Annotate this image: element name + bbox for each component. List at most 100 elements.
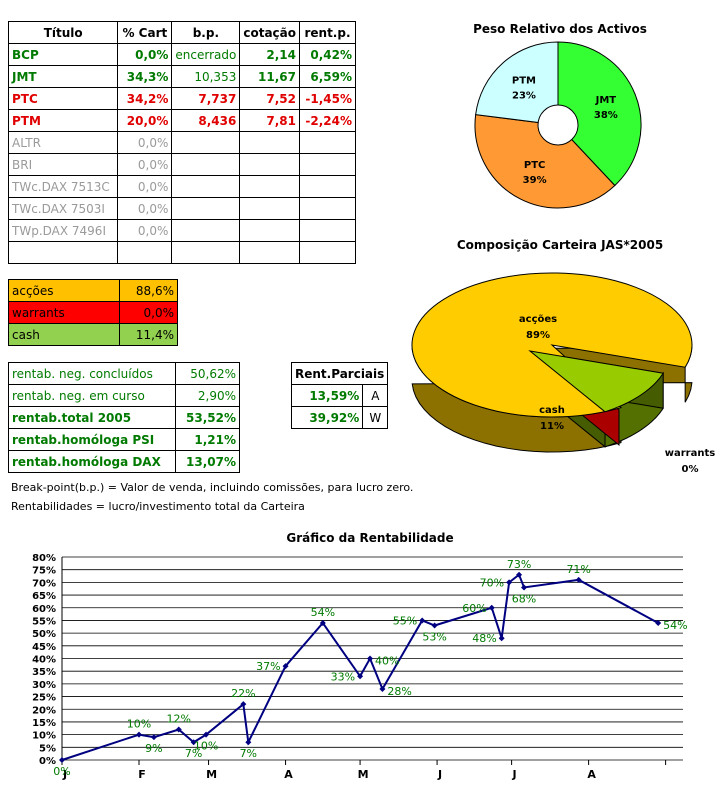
table-row: ALTR 0,0% bbox=[7, 131, 356, 154]
cell-cart: 0,0% bbox=[117, 153, 173, 176]
x-tick-label: M bbox=[206, 768, 217, 781]
cell-cart: 0,0% bbox=[117, 131, 173, 154]
data-label: 68% bbox=[512, 592, 536, 605]
y-tick-label: 30% bbox=[32, 680, 56, 691]
data-label: 33% bbox=[331, 670, 355, 683]
allocation-value: 11,4% bbox=[119, 323, 178, 346]
data-point bbox=[150, 734, 157, 741]
col-header-cotacao: cotação bbox=[239, 21, 300, 44]
partial-returns-body: 13,59% A 39,92% W bbox=[290, 384, 389, 429]
data-label: 10% bbox=[127, 718, 151, 731]
data-label: 9% bbox=[145, 742, 162, 755]
data-point bbox=[575, 576, 582, 583]
pie2-side-cash bbox=[604, 371, 664, 448]
pie1-slice-value: 39% bbox=[523, 175, 547, 186]
cell-title: PTM bbox=[7, 109, 119, 132]
pie2-wall-cash bbox=[529, 349, 606, 448]
y-tick-label: 50% bbox=[32, 629, 56, 640]
cell-title: ALTR bbox=[7, 131, 119, 154]
col-header-rent: rent.p. bbox=[299, 21, 356, 44]
pie2-side-warrants bbox=[543, 347, 620, 447]
partial-code: W bbox=[362, 406, 389, 429]
cell-bp: 7,737 bbox=[171, 87, 241, 110]
cell-cart: 0,0% bbox=[117, 197, 173, 220]
pie2-title: Composição Carteira JAS*2005 bbox=[456, 238, 664, 252]
table-row: PTM 20,0% 8,436 7,81 -2,24% bbox=[7, 109, 356, 132]
allocation-row: warrants 0,0% bbox=[8, 301, 178, 324]
partial-row: 39,92% W bbox=[290, 406, 389, 429]
cell-title: TWc.DAX 7513C bbox=[7, 175, 119, 198]
data-label: 55% bbox=[393, 614, 417, 627]
partial-returns-header: Rent.Parciais bbox=[290, 362, 389, 385]
x-tick-label: F bbox=[138, 768, 146, 781]
data-label: 12% bbox=[167, 713, 191, 726]
data-label: 0% bbox=[53, 765, 70, 778]
col-header-cart: % Cart bbox=[117, 21, 173, 44]
portfolio-table-header: Título % Cart b.p. cotação rent.p. bbox=[7, 21, 356, 44]
y-tick-label: 20% bbox=[32, 705, 56, 716]
returns-row: rentab.total 2005 53,52% bbox=[8, 406, 240, 429]
y-tick-label: 75% bbox=[32, 566, 56, 577]
line-title: Gráfico da Rentabilidade bbox=[286, 531, 454, 545]
data-label: 28% bbox=[387, 685, 411, 698]
cell-cart: 34,2% bbox=[117, 87, 173, 110]
x-tick-label: J bbox=[62, 768, 67, 781]
returns-label: rentab.homóloga DAX bbox=[8, 450, 176, 473]
col-header-title: Título bbox=[7, 21, 119, 44]
table-row bbox=[7, 241, 356, 264]
pie2-side-acções bbox=[411, 347, 693, 453]
cell-rent bbox=[299, 175, 356, 198]
cell-bp bbox=[171, 197, 241, 220]
returns-value: 1,21% bbox=[175, 428, 240, 451]
allocation-value: 0,0% bbox=[119, 301, 178, 324]
cell-title: JMT bbox=[7, 65, 119, 88]
partial-code: A bbox=[362, 384, 389, 407]
data-point bbox=[240, 701, 247, 708]
pie2-slice-label: cash bbox=[539, 405, 565, 416]
returns-table: rentab. neg. concluídos 50,62% rentab. neg… bbox=[8, 362, 240, 473]
pie1-slice-value: 38% bbox=[594, 110, 618, 121]
cell-cotacao bbox=[239, 153, 300, 176]
data-label: 10% bbox=[194, 740, 218, 753]
data-label: 53% bbox=[422, 631, 446, 644]
cell-title: TWc.DAX 7503I bbox=[7, 197, 119, 220]
pie1-slice-label: PTM bbox=[512, 75, 536, 86]
note-rentabilidades: Rentabilidades = lucro/investimento tota… bbox=[11, 500, 305, 513]
allocation-table: acções 88,6% warrants 0,0% cash 11,4% bbox=[8, 279, 178, 346]
cell-cotacao: 7,81 bbox=[239, 109, 300, 132]
returns-value: 2,90% bbox=[175, 384, 240, 407]
y-tick-label: 60% bbox=[32, 604, 56, 615]
data-label: 7% bbox=[185, 747, 202, 760]
y-tick-label: 15% bbox=[32, 718, 56, 729]
cell-rent bbox=[299, 131, 356, 154]
cell-bp bbox=[171, 241, 241, 264]
cell-cart: 0,0% bbox=[117, 175, 173, 198]
allocation-value: 88,6% bbox=[119, 279, 178, 302]
pie1-slice-ptm bbox=[475, 41, 559, 126]
returns-label: rentab. neg. concluídos bbox=[8, 362, 176, 385]
y-tick-label: 10% bbox=[32, 731, 56, 742]
allocation-table-body: acções 88,6% warrants 0,0% cash 11,4% bbox=[8, 279, 178, 346]
cell-rent: -1,45% bbox=[299, 87, 356, 110]
data-point bbox=[431, 622, 438, 629]
cell-cotacao bbox=[239, 175, 300, 198]
partial-returns-header-row: Rent.Parciais bbox=[290, 362, 389, 385]
cell-cotacao: 7,52 bbox=[239, 87, 300, 110]
data-label: 54% bbox=[311, 606, 335, 619]
data-label: 7% bbox=[240, 747, 257, 760]
returns-value: 50,62% bbox=[175, 362, 240, 385]
cell-title: PTC bbox=[7, 87, 119, 110]
cell-cotacao bbox=[239, 241, 300, 264]
pie1-slice-value: 23% bbox=[512, 90, 536, 101]
cell-cotacao bbox=[239, 219, 300, 242]
allocation-label: acções bbox=[8, 279, 120, 302]
pie1-slice-jmt bbox=[557, 41, 642, 187]
cell-bp bbox=[171, 131, 241, 154]
cell-cotacao bbox=[239, 131, 300, 154]
portfolio-table: Título % Cart b.p. cotação rent.p. BCP 0,… bbox=[7, 21, 356, 264]
pie2-slice-label: warrants bbox=[665, 448, 715, 459]
cell-rent bbox=[299, 241, 356, 264]
data-point bbox=[282, 663, 289, 670]
data-point bbox=[655, 619, 662, 626]
pie1-hole bbox=[537, 104, 579, 146]
